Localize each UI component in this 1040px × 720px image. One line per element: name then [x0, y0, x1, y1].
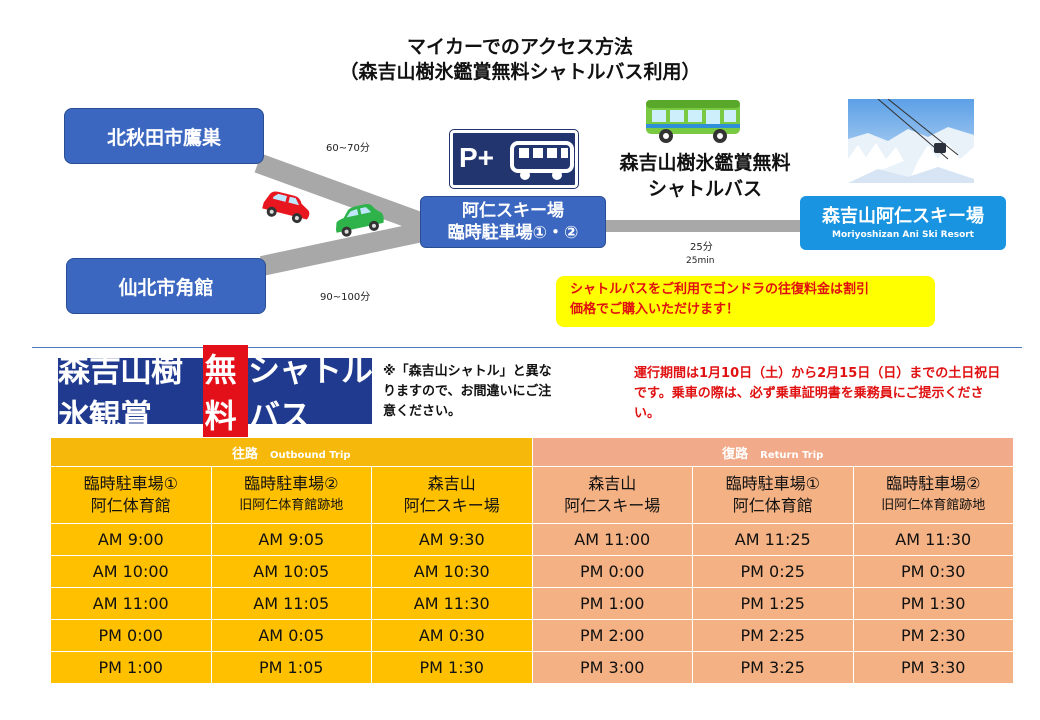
parking-sign-label: P+	[459, 142, 495, 173]
time-cell: AM 11:30	[852, 523, 1014, 556]
parking-box: 阿仁スキー場 臨時駐車場①・②	[420, 196, 606, 248]
section-divider	[32, 347, 1022, 348]
banner-post: シャトルバス	[248, 351, 373, 435]
stop-name: 森吉山	[588, 474, 637, 493]
road-shuttle	[602, 220, 807, 232]
table-row: AM 10:00 AM 10:05 AM 10:30 PM 0:00 PM 0:…	[50, 555, 1014, 588]
red-car-icon	[262, 191, 310, 224]
shuttle-time-ja: 25分	[690, 242, 713, 253]
time-cell: AM 10:00	[50, 555, 212, 588]
time-cell: AM 0:05	[210, 619, 372, 652]
time-cell: AM 9:30	[371, 523, 533, 556]
origin-kakunodate-box: 仙北市角館	[66, 258, 266, 314]
origin-takanosu-label: 北秋田市鷹巣	[106, 126, 221, 149]
stop-cell: 森吉山 阿仁スキー場	[531, 466, 693, 524]
destination-label: 森吉山阿仁スキー場	[822, 206, 984, 227]
shuttle-label-line1: 森吉山樹氷鑑賞無料	[619, 152, 791, 174]
parking-line1: 阿仁スキー場	[462, 201, 564, 221]
time-cell: PM 1:30	[852, 587, 1014, 620]
stop-name: 臨時駐車場①	[83, 474, 178, 493]
stops-row: 臨時駐車場① 阿仁体育館 臨時駐車場② 旧阿仁体育館跡地 森吉山阿仁スキー場 森吉山…	[50, 466, 1014, 524]
time-cell: PM 2:30	[852, 619, 1014, 652]
shuttle-bus-icon	[646, 100, 740, 143]
stop-cell: 臨時駐車場② 旧阿仁体育館跡地	[852, 466, 1014, 524]
period-note: 運行期間は1月10日（土）から2月15日（日）までの土日祝日です。乗車の際は、必…	[634, 366, 1001, 421]
page-title: マイカーでのアクセス方法	[407, 36, 633, 58]
table-row: AM 11:00 AM 11:05 AM 11:30 PM 1:00 PM 1:…	[50, 587, 1014, 620]
shuttle-label: 森吉山樹氷鑑賞無料 シャトルバス	[590, 150, 820, 202]
time-cell: AM 11:25	[692, 523, 854, 556]
time-cell: AM 10:05	[210, 555, 372, 588]
stop-name: 臨時駐車場①	[725, 474, 820, 493]
outbound-header: 往路 Outbound Trip	[50, 437, 533, 467]
shuttle-banner: 森吉山樹氷観賞 無料 シャトルバス	[58, 345, 373, 437]
timetable-header: 往路 Outbound Trip 復路 Return Trip	[50, 437, 1014, 467]
time-cell: PM 0:30	[852, 555, 1014, 588]
outbound-en: Outbound Trip	[269, 449, 351, 461]
origin-takanosu-box: 北秋田市鷹巣	[64, 108, 264, 164]
discount-notice: シャトルバスをご利用でゴンドラの往復料金は割引 価格でご購入いただけます！	[556, 276, 935, 327]
time-cell: AM 11:30	[371, 587, 533, 620]
time-cell: PM 1:30	[371, 651, 533, 684]
time-cell: AM 11:00	[50, 587, 212, 620]
stop-cell: 森吉山 阿仁スキー場	[371, 466, 533, 524]
time-cell: PM 0:00	[50, 619, 212, 652]
stop-sub: 旧阿仁体育館跡地	[881, 498, 986, 513]
time-cell: AM 11:05	[210, 587, 372, 620]
time-cell: PM 1:00	[50, 651, 212, 684]
table-row: PM 1:00 PM 1:05 PM 1:30 PM 3:00 PM 3:25 …	[50, 651, 1014, 684]
time-cell: PM 3:00	[531, 651, 693, 684]
time-cell: PM 1:05	[210, 651, 372, 684]
time-cell: PM 0:00	[531, 555, 693, 588]
time-cell: AM 9:00	[50, 523, 212, 556]
stop-name: 森吉山	[427, 474, 476, 493]
return-ja: 復路	[722, 446, 749, 462]
time-cell: PM 3:25	[692, 651, 854, 684]
page-subtitle: （森吉山樹氷鑑賞無料シャトルバス利用）	[339, 61, 701, 83]
discount-notice-line1: シャトルバスをご利用でゴンドラの往復料金は割引	[570, 282, 870, 297]
parking-line2: 臨時駐車場①・②	[447, 223, 579, 243]
time-cell: AM 10:30	[371, 555, 533, 588]
time-cell: AM 11:00	[531, 523, 693, 556]
time-cell: PM 2:25	[692, 619, 854, 652]
destination-label-en: Moriyoshizan Ani Ski Resort	[831, 230, 974, 240]
time-cell: AM 0:30	[371, 619, 533, 652]
timetable: 往路 Outbound Trip 復路 Return Trip 臨時駐車場① 阿仁体育…	[50, 437, 1014, 684]
banner-pre: 森吉山樹氷観賞	[58, 351, 183, 435]
stop-sub: 阿仁体育館	[90, 496, 171, 515]
outbound-ja: 往路	[231, 446, 258, 462]
stop-cell: 臨時駐車場① 阿仁体育館	[692, 466, 854, 524]
time-takanosu: 60~70分	[326, 143, 370, 154]
destination-box: 森吉山阿仁スキー場 Moriyoshizan Ani Ski Resort	[800, 196, 1006, 250]
parking-bus-sign-icon: P+	[449, 129, 579, 189]
origin-kakunodate-label: 仙北市角館	[118, 276, 214, 299]
stop-sub: 旧阿仁体育館跡地	[239, 498, 344, 513]
time-cell: PM 3:30	[852, 651, 1014, 684]
table-row: AM 9:00 AM 9:05 AM 9:30 AM 11:00 AM 11:2…	[50, 523, 1014, 556]
banner-free: 無料	[202, 345, 248, 437]
green-car-icon	[335, 203, 384, 237]
stop-cell: 臨時駐車場① 阿仁体育館	[50, 466, 212, 524]
caution-note: ※「森吉山シャトル」と異なりますので、お間違いにご注意ください。	[383, 364, 552, 419]
stop-sub: 阿仁スキー場	[403, 496, 500, 515]
time-kakunodate: 90~100分	[320, 292, 371, 303]
time-cell: PM 1:25	[692, 587, 854, 620]
table-row: PM 0:00 AM 0:05 AM 0:30 PM 2:00 PM 2:25 …	[50, 619, 1014, 652]
return-header: 復路 Return Trip	[531, 437, 1014, 467]
time-cell: PM 0:25	[692, 555, 854, 588]
stop-sub: 阿仁スキー場	[564, 496, 661, 515]
return-en: Return Trip	[760, 449, 824, 461]
stop-sub: 阿仁体育館	[732, 496, 813, 515]
shuttle-label-line2: シャトルバス	[647, 178, 762, 200]
gondola-photo	[848, 99, 974, 183]
time-cell: AM 9:05	[210, 523, 372, 556]
time-cell: PM 2:00	[531, 619, 693, 652]
shuttle-time-en: 25min	[686, 256, 715, 266]
time-cell: PM 1:00	[531, 587, 693, 620]
discount-notice-line2: 価格でご購入いただけます！	[570, 302, 740, 317]
stop-name: 臨時駐車場②	[244, 474, 339, 493]
stop-cell: 臨時駐車場② 旧阿仁体育館跡地	[210, 466, 372, 524]
stop-name: 臨時駐車場②	[886, 474, 981, 493]
